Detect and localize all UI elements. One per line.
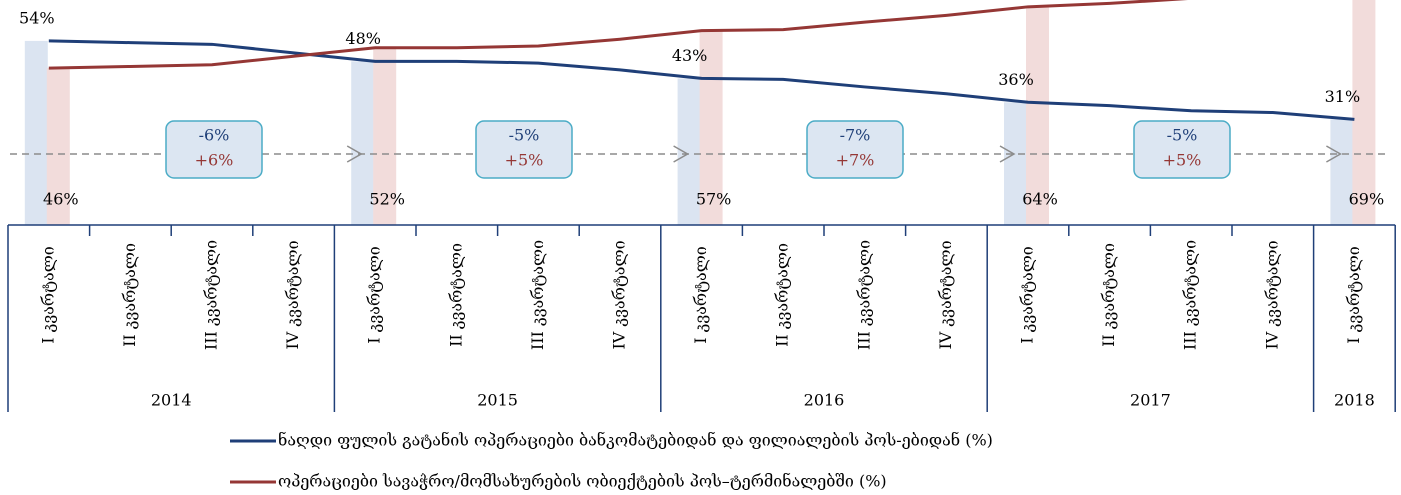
highlight-bar: [1004, 102, 1027, 225]
data-label: 36%: [998, 70, 1034, 89]
x-tick-label: II კვარტალი: [120, 243, 139, 347]
change-box: [806, 120, 904, 179]
change-down: -5%: [509, 126, 540, 145]
x-tick-label: IV კვარტალი: [283, 240, 302, 349]
data-label: 64%: [1022, 190, 1058, 209]
year-label: 2015: [477, 391, 518, 410]
change-down: -5%: [1167, 126, 1198, 145]
x-tick-label: III კვარტალი: [202, 240, 221, 350]
x-tick-label: II კვარტალი: [1099, 243, 1118, 347]
x-tick-label: I კვარტალი: [365, 246, 384, 344]
x-tick-label: II კვარტალი: [773, 243, 792, 347]
highlight-bar: [1330, 119, 1354, 225]
year-label: 2016: [804, 391, 845, 410]
x-tick-label: I კვარტალი: [1344, 246, 1363, 344]
change-box: [475, 120, 573, 179]
year-label: 2014: [151, 391, 192, 410]
data-label: 46%: [43, 190, 79, 209]
change-box: [165, 120, 263, 179]
change-up: +5%: [505, 151, 544, 170]
legend-label: ნაღდი ფულის გატანის ოპერაციები ბანკომატე…: [278, 431, 993, 450]
x-tick-label: I კვარტალი: [1018, 246, 1037, 344]
x-tick-label: III კვარტალი: [528, 240, 547, 350]
arrow-head: [1326, 145, 1342, 163]
x-tick-label: IV კვარტალი: [1262, 240, 1281, 349]
change-up: +5%: [1163, 151, 1202, 170]
highlight-bar: [24, 40, 48, 226]
series-line: [48, 0, 1188, 70]
data-label: 43%: [672, 46, 708, 65]
highlight-bar: [46, 68, 70, 225]
year-label: 2018: [1334, 391, 1375, 410]
x-tick-label: III კვარტალი: [1181, 240, 1200, 350]
change-down: -6%: [199, 126, 230, 145]
highlight-bar: [351, 61, 375, 226]
arrow-head: [999, 145, 1016, 163]
change-up: +7%: [836, 151, 875, 170]
data-label: 31%: [1325, 87, 1361, 106]
legend-label: ოპერაციები სავაჭრო/მომსახურების ობიექტებ…: [278, 472, 887, 491]
series-line: [48, 39, 1355, 121]
data-label: 48%: [345, 29, 381, 48]
change-box: [1133, 120, 1231, 179]
change-up: +6%: [195, 151, 234, 170]
data-label: 52%: [369, 190, 405, 209]
x-tick-label: I კვარტალი: [691, 246, 710, 344]
x-tick-label: IV კვარტალი: [936, 240, 955, 349]
x-tick-label: III კვარტალი: [854, 240, 873, 350]
x-tick-label: II კვარტალი: [446, 243, 465, 347]
data-label: 54%: [19, 8, 55, 27]
arrow-head: [346, 145, 363, 163]
highlight-bar: [373, 47, 397, 226]
highlight-bar: [1026, 6, 1049, 226]
highlight-bar: [1352, 0, 1376, 226]
x-tick-label: IV კვარტალი: [610, 240, 629, 349]
x-tick-label: I კვარტალი: [38, 246, 57, 344]
year-label: 2017: [1130, 391, 1171, 410]
change-down: -7%: [840, 126, 871, 145]
data-label: 69%: [1349, 190, 1385, 209]
highlight-bar: [677, 78, 701, 225]
arrow-head: [673, 145, 690, 163]
data-label: 57%: [696, 190, 732, 209]
